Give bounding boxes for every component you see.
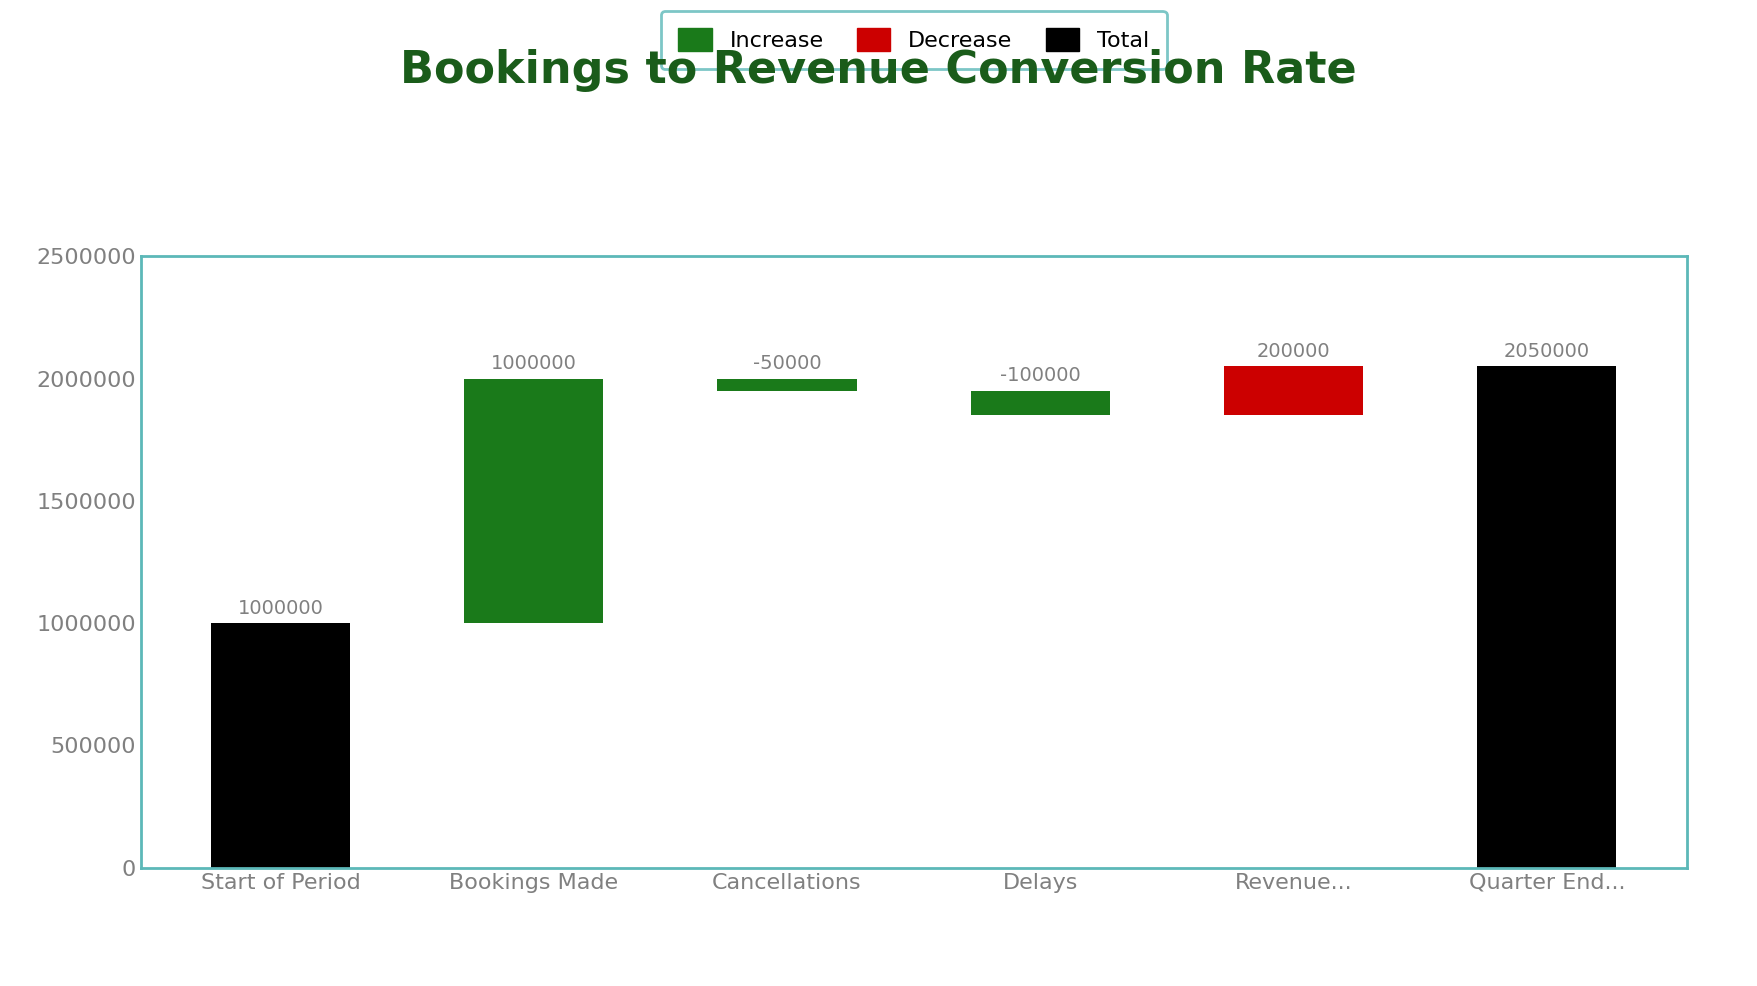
Bar	[1225, 367, 1363, 415]
Bar	[464, 379, 603, 623]
Text: 1000000: 1000000	[490, 354, 576, 374]
Text: -50000: -50000	[752, 354, 821, 374]
Text: 200000: 200000	[1256, 342, 1330, 361]
Text: 2050000: 2050000	[1504, 342, 1590, 361]
Bar	[1478, 367, 1616, 868]
Bar	[717, 379, 857, 390]
Bar	[211, 623, 350, 868]
Bar	[970, 390, 1110, 415]
Text: -100000: -100000	[1000, 367, 1081, 386]
Text: 1000000: 1000000	[237, 599, 323, 618]
Text: Bookings to Revenue Conversion Rate: Bookings to Revenue Conversion Rate	[401, 49, 1356, 93]
Legend: Increase, Decrease, Total: Increase, Decrease, Total	[661, 11, 1167, 69]
